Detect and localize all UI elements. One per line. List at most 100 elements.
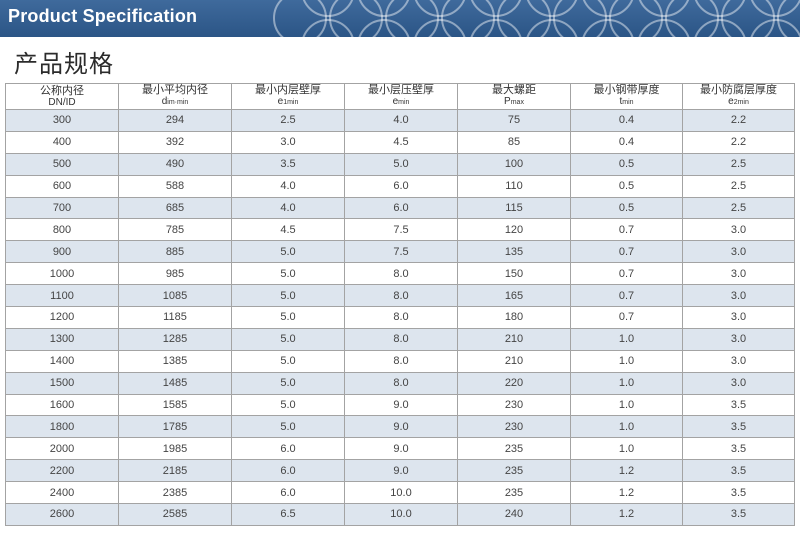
table-cell: 0.5 (570, 196, 683, 220)
table-cell: 5.0 (231, 415, 345, 439)
column-header-label: 最小钢带厚度 (593, 84, 660, 96)
table-cell: 1000 (5, 262, 119, 286)
symbol-letter: e (392, 96, 399, 107)
symbol-letter: t (619, 96, 623, 107)
table-cell: 1500 (5, 371, 119, 395)
table-cell: 7.5 (344, 240, 458, 264)
table-cell: 1185 (118, 306, 232, 329)
table-cell: 2.2 (682, 109, 795, 132)
symbol-letter: e (728, 96, 734, 107)
table-cell: 6.5 (231, 503, 345, 526)
banner: Product Specification (0, 0, 800, 37)
table-row: 2600 2585 6.5 10.0 240 1.2 3.5 (5, 503, 795, 526)
table-cell: 1385 (118, 349, 232, 373)
table-cell: 0.7 (570, 306, 683, 329)
table-cell: 75 (457, 109, 571, 132)
table-cell: 150 (457, 262, 571, 286)
table-cell: 8.0 (344, 371, 458, 395)
table-cell: 3.0 (682, 306, 795, 329)
table-cell: 85 (457, 130, 571, 154)
table-row: 1500 1485 5.0 8.0 220 1.0 3.0 (5, 371, 795, 395)
table-cell: 500 (5, 152, 119, 176)
table-row: 1200 1185 5.0 8.0 180 0.7 3.0 (5, 306, 795, 329)
table-row: 1000 985 5.0 8.0 150 0.7 3.0 (5, 262, 795, 286)
table-cell: 9.0 (344, 459, 458, 483)
table-cell: 3.5 (682, 437, 795, 461)
table-cell: 5.0 (231, 371, 345, 395)
table-header-row: 公称内径 DN/ID 最小平均内径 dim·min 最小内层壁厚 e1min 最小层压壁厚 e… (5, 83, 795, 110)
table-cell: 1.2 (570, 459, 683, 483)
column-header: 最小钢带厚度 tmin (570, 83, 683, 110)
spec-table: 公称内径 DN/ID 最小平均内径 dim·min 最小内层壁厚 e1min 最小层压壁厚 e… (5, 83, 795, 526)
table-cell: 3.5 (682, 481, 795, 505)
table-cell: 240 (457, 503, 571, 526)
table-cell: 1.0 (570, 349, 683, 373)
table-cell: 9.0 (344, 437, 458, 461)
column-header-symbol: DN/ID (48, 96, 76, 108)
table-cell: 1300 (5, 327, 119, 351)
table-cell: 2.2 (682, 130, 795, 154)
table-cell: 6.0 (344, 196, 458, 220)
table-cell: 0.5 (570, 174, 683, 198)
table-cell: 2600 (5, 503, 119, 526)
table-cell: 3.0 (682, 240, 795, 264)
table-cell: 7.5 (344, 218, 458, 242)
table-cell: 8.0 (344, 284, 458, 308)
pipe-rings-graphic (273, 0, 800, 37)
table-cell: 235 (457, 459, 571, 483)
column-header-symbol: dim·min (119, 96, 231, 108)
table-cell: 3.5 (682, 393, 795, 417)
table-cell: 8.0 (344, 306, 458, 329)
column-header-label: 最小防腐层厚度 (700, 84, 777, 96)
column-header: 最大螺距 Pmax (457, 83, 571, 110)
table-cell: 8.0 (344, 327, 458, 351)
table-cell: 4.0 (231, 196, 345, 220)
table-row: 1400 1385 5.0 8.0 210 1.0 3.0 (5, 349, 795, 373)
symbol-subscript: min (622, 99, 634, 106)
table-cell: 2.5 (682, 152, 795, 176)
table-cell: 4.5 (344, 130, 458, 154)
table-cell: 0.7 (570, 262, 683, 286)
column-header: 最小防腐层厚度 e2min (682, 83, 795, 110)
table-cell: 8.0 (344, 349, 458, 373)
table-cell: 985 (118, 262, 232, 286)
table-cell: 1100 (5, 284, 119, 308)
table-cell: 2.5 (682, 196, 795, 220)
table-row: 500 490 3.5 5.0 100 0.5 2.5 (5, 152, 795, 176)
table-cell: 165 (457, 284, 571, 308)
table-cell: 6.0 (344, 174, 458, 198)
table-cell: 3.5 (682, 415, 795, 439)
table-cell: 1200 (5, 306, 119, 329)
column-header-label: 公称内径 (40, 84, 84, 97)
symbol-subscript: im·min (167, 99, 189, 106)
table-cell: 800 (5, 218, 119, 242)
table-cell: 1.2 (570, 503, 683, 526)
table-cell: 5.0 (231, 306, 345, 329)
table-cell: 1485 (118, 371, 232, 395)
table-cell: 3.0 (231, 130, 345, 154)
table-cell: 230 (457, 393, 571, 417)
table-row: 2000 1985 6.0 9.0 235 1.0 3.5 (5, 437, 795, 461)
table-cell: 230 (457, 415, 571, 439)
table-cell: 220 (457, 371, 571, 395)
table-cell: 4.0 (231, 174, 345, 198)
table-row: 1300 1285 5.0 8.0 210 1.0 3.0 (5, 327, 795, 351)
table-cell: 9.0 (344, 393, 458, 417)
table-cell: 3.0 (682, 284, 795, 308)
table-cell: 600 (5, 174, 119, 198)
table-cell: 5.0 (344, 152, 458, 176)
column-header-label: 最小平均内径 (142, 84, 208, 96)
table-body: 300 294 2.5 4.0 75 0.4 2.2 400 392 3.0 4.5 85 0.4 2.2… (5, 109, 795, 526)
table-cell: 6.0 (231, 437, 345, 461)
table-cell: 210 (457, 327, 571, 351)
column-header-symbol: e1min (232, 96, 344, 108)
table-cell: 4.5 (231, 218, 345, 242)
table-cell: 8.0 (344, 262, 458, 286)
table-cell: 785 (118, 218, 232, 242)
table-cell: 300 (5, 109, 119, 132)
table-cell: 5.0 (231, 284, 345, 308)
table-cell: 2.5 (682, 174, 795, 198)
table-cell: 235 (457, 437, 571, 461)
table-cell: 885 (118, 240, 232, 264)
table-cell: 700 (5, 196, 119, 220)
